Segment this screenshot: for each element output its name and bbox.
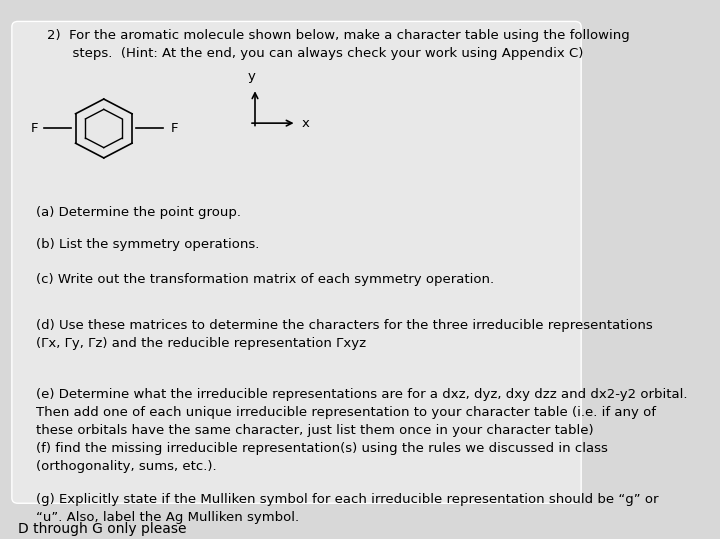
Text: D through G only please: D through G only please	[18, 522, 186, 536]
FancyBboxPatch shape	[12, 22, 581, 503]
Text: y: y	[248, 70, 256, 83]
Text: (b) List the symmetry operations.: (b) List the symmetry operations.	[35, 238, 259, 251]
Text: 2)  For the aromatic molecule shown below, make a character table using the foll: 2) For the aromatic molecule shown below…	[48, 30, 630, 60]
Text: x: x	[301, 116, 309, 130]
Text: (g) Explicitly state if the Mulliken symbol for each irreducible representation : (g) Explicitly state if the Mulliken sym…	[35, 493, 658, 523]
Text: (c) Write out the transformation matrix of each symmetry operation.: (c) Write out the transformation matrix …	[35, 273, 494, 286]
Text: (f) find the missing irreducible representation(s) using the rules we discussed : (f) find the missing irreducible represe…	[35, 441, 608, 473]
Text: (a) Determine the point group.: (a) Determine the point group.	[35, 206, 240, 219]
Text: F: F	[171, 122, 179, 135]
Text: F: F	[31, 122, 39, 135]
Text: (e) Determine what the irreducible representations are for a dxz, dyz, dxy dzz a: (e) Determine what the irreducible repre…	[35, 388, 687, 437]
Text: (d) Use these matrices to determine the characters for the three irreducible rep: (d) Use these matrices to determine the …	[35, 319, 652, 350]
